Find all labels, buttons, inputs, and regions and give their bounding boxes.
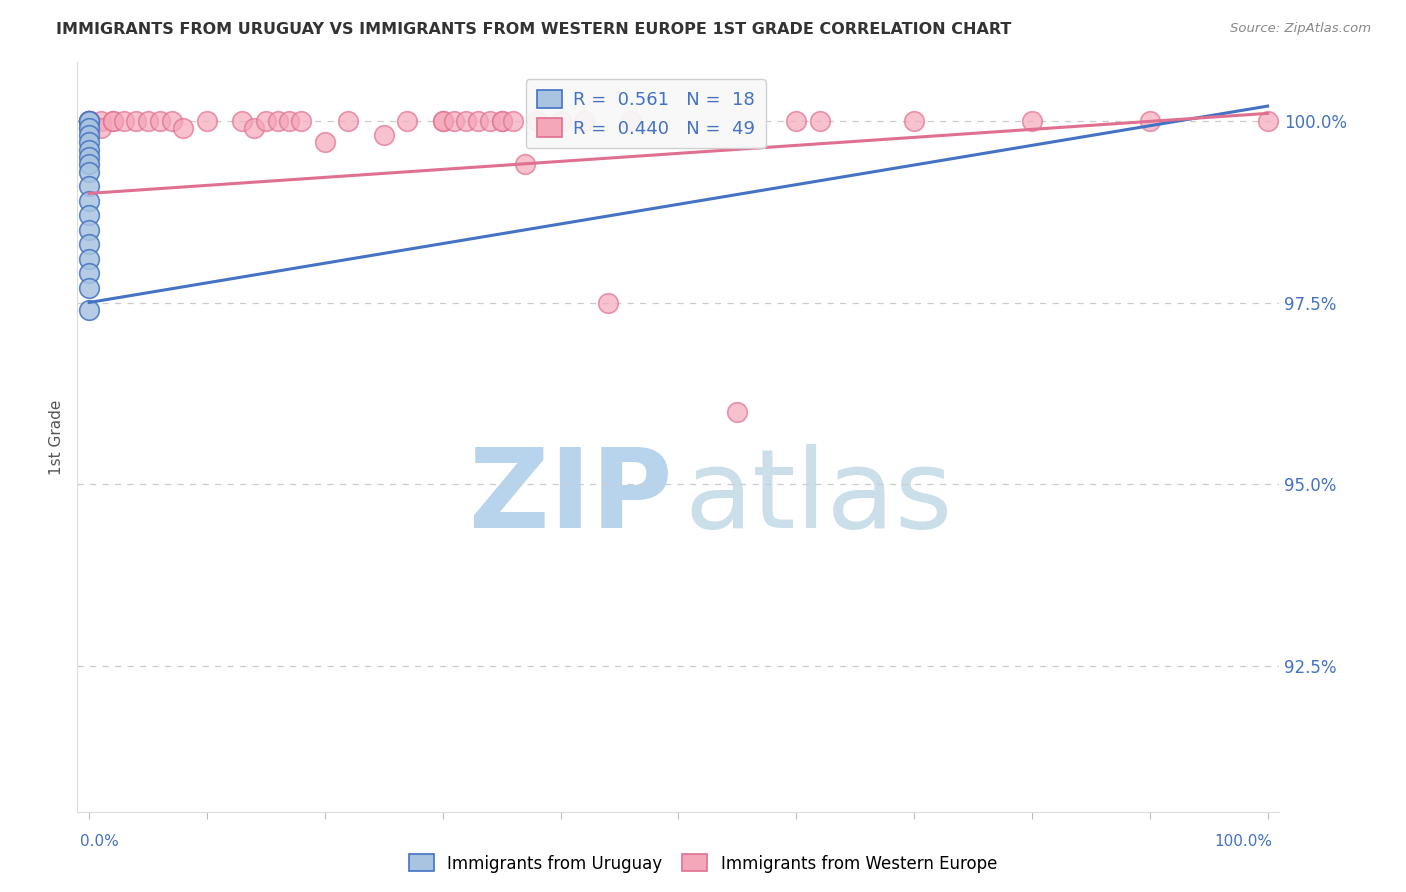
Point [77, 113, 100, 128]
Point [77, 113, 100, 128]
Point [77, 120, 100, 135]
Point [101, 113, 124, 128]
Point [77, 150, 100, 164]
Point [77, 136, 100, 150]
Point [77, 194, 100, 208]
Text: 0.0%: 0.0% [80, 834, 120, 849]
Point [903, 113, 925, 128]
Point [77, 302, 100, 317]
Point [478, 113, 501, 128]
Point [149, 113, 172, 128]
Point [725, 404, 748, 418]
Point [90, 120, 112, 135]
Point [172, 120, 194, 135]
Point [243, 120, 266, 135]
Point [337, 113, 360, 128]
Point [456, 113, 478, 128]
Point [373, 128, 395, 143]
Point [550, 113, 572, 128]
Text: ZIP: ZIP [470, 443, 672, 550]
Point [114, 113, 136, 128]
Legend: Immigrants from Uruguay, Immigrants from Western Europe: Immigrants from Uruguay, Immigrants from… [402, 847, 1004, 880]
Point [231, 113, 253, 128]
Point [160, 113, 183, 128]
Point [77, 157, 100, 171]
Point [77, 208, 100, 222]
Text: 100.0%: 100.0% [1215, 834, 1272, 849]
Point [77, 223, 100, 237]
Point [77, 113, 100, 128]
Point [515, 157, 537, 171]
Point [267, 113, 290, 128]
Point [432, 113, 454, 128]
Point [1139, 113, 1161, 128]
Point [785, 113, 807, 128]
Point [1021, 113, 1043, 128]
Text: Source: ZipAtlas.com: Source: ZipAtlas.com [1230, 22, 1371, 36]
Point [620, 113, 643, 128]
Point [1257, 113, 1279, 128]
Point [77, 120, 100, 135]
Point [77, 179, 100, 194]
Point [136, 113, 159, 128]
Point [502, 113, 524, 128]
Point [77, 113, 100, 128]
Point [491, 113, 513, 128]
Point [278, 113, 301, 128]
Point [77, 113, 100, 128]
Point [396, 113, 419, 128]
Point [77, 113, 100, 128]
Point [467, 113, 489, 128]
Point [90, 113, 112, 128]
Point [77, 252, 100, 266]
Point [443, 113, 465, 128]
Point [195, 113, 218, 128]
Text: atlas: atlas [685, 443, 953, 550]
Point [77, 267, 100, 281]
Point [77, 128, 100, 143]
Point [491, 113, 513, 128]
Text: IMMIGRANTS FROM URUGUAY VS IMMIGRANTS FROM WESTERN EUROPE 1ST GRADE CORRELATION : IMMIGRANTS FROM URUGUAY VS IMMIGRANTS FR… [56, 22, 1011, 37]
Legend: R =  0.561   N =  18, R =  0.440   N =  49: R = 0.561 N = 18, R = 0.440 N = 49 [526, 79, 765, 148]
Point [596, 295, 619, 310]
Point [314, 136, 336, 150]
Y-axis label: 1st Grade: 1st Grade [49, 400, 65, 475]
Point [432, 113, 454, 128]
Point [254, 113, 277, 128]
Point [290, 113, 312, 128]
Point [808, 113, 831, 128]
Point [77, 237, 100, 252]
Point [77, 113, 100, 128]
Point [125, 113, 148, 128]
Point [77, 281, 100, 295]
Point [77, 164, 100, 178]
Point [101, 113, 124, 128]
Point [77, 143, 100, 157]
Point [526, 113, 548, 128]
Point [572, 113, 595, 128]
